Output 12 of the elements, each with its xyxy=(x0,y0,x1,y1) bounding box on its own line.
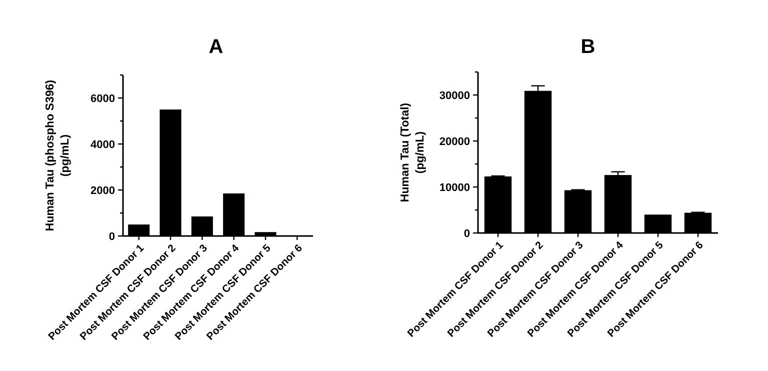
y-tick-label: 6000 xyxy=(90,92,115,105)
y-axis-title: Human Tau (Total) (pg/mL) xyxy=(400,102,426,202)
y-tick-label: 10000 xyxy=(439,182,470,194)
y-axis-title: Human Tau (phospho S396) (pg/mL) xyxy=(44,80,72,232)
y-tick-label: 0 xyxy=(108,230,115,243)
y-tick-label: 2000 xyxy=(90,184,115,197)
y-tick-label: 4000 xyxy=(90,138,115,151)
y-tick-label: 0 xyxy=(464,228,470,240)
chart-title: A xyxy=(208,36,224,58)
y-tick-label: 20000 xyxy=(439,136,470,148)
y-tick-label: 30000 xyxy=(439,90,470,102)
chart-title: B xyxy=(580,36,596,58)
